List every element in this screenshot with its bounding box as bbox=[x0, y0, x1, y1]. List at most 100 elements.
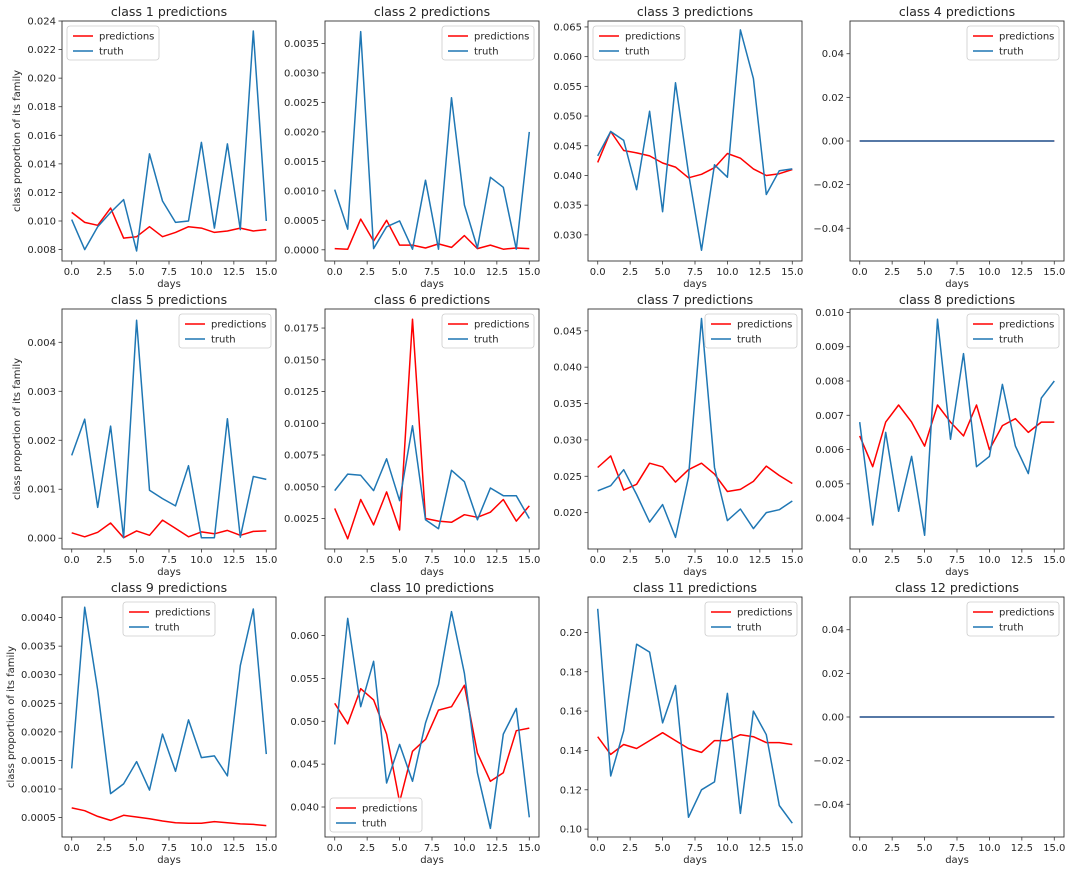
data-point-truth bbox=[477, 519, 478, 520]
data-point-predictions bbox=[950, 422, 951, 423]
data-point-predictions bbox=[425, 739, 426, 740]
data-point-truth bbox=[516, 495, 517, 496]
y-tick-label: 0.050 bbox=[553, 112, 582, 123]
axes-frame bbox=[587, 20, 803, 262]
data-point-truth bbox=[1041, 398, 1042, 399]
axes-frame bbox=[324, 308, 540, 550]
x-tick-label: 7.5 bbox=[687, 267, 703, 278]
data-point-truth bbox=[649, 652, 650, 653]
data-point-predictions bbox=[885, 422, 886, 423]
data-point-predictions bbox=[347, 249, 348, 250]
data-point-truth bbox=[97, 226, 98, 227]
data-point-truth bbox=[740, 813, 741, 814]
x-axis-label: days bbox=[157, 567, 181, 578]
data-point-truth bbox=[149, 490, 150, 491]
data-point-predictions bbox=[662, 732, 663, 733]
series-line-predictions bbox=[597, 731, 793, 756]
data-point-truth bbox=[451, 611, 452, 612]
data-point-truth bbox=[136, 320, 137, 321]
y-tick-label: 0.040 bbox=[553, 171, 582, 182]
data-point-truth bbox=[859, 140, 860, 141]
x-axis-label: days bbox=[157, 279, 181, 290]
data-point-predictions bbox=[253, 824, 254, 825]
data-point-truth bbox=[610, 131, 611, 132]
data-point-predictions bbox=[898, 404, 899, 405]
data-point-truth bbox=[675, 685, 676, 686]
data-point-truth bbox=[779, 805, 780, 806]
data-point-truth bbox=[188, 719, 189, 720]
data-point-truth bbox=[911, 140, 912, 141]
data-point-predictions bbox=[334, 508, 335, 509]
data-point-predictions bbox=[373, 699, 374, 700]
data-point-predictions bbox=[253, 230, 254, 231]
x-tick-label: 5.0 bbox=[392, 555, 408, 566]
data-point-truth bbox=[412, 249, 413, 250]
y-tick-label: 0.012 bbox=[27, 188, 56, 199]
y-tick-label: 0.030 bbox=[553, 230, 582, 241]
subplot-8: class 8 predictions 0.0 2.5 5.0 7.5 10.0 12.5 1… bbox=[815, 292, 1065, 578]
data-point-truth bbox=[214, 537, 215, 538]
data-point-truth bbox=[989, 716, 990, 717]
data-point-predictions bbox=[753, 481, 754, 482]
data-point-truth bbox=[347, 229, 348, 230]
x-tick-label: 0.0 bbox=[590, 843, 606, 854]
data-point-truth bbox=[792, 168, 793, 169]
data-point-truth bbox=[623, 469, 624, 470]
data-point-truth bbox=[636, 644, 637, 645]
data-point-predictions bbox=[347, 723, 348, 724]
data-point-truth bbox=[71, 455, 72, 456]
y-tick-label: 0.0030 bbox=[21, 670, 56, 681]
data-point-truth bbox=[334, 744, 335, 745]
x-tick-label: 12.5 bbox=[223, 267, 245, 278]
x-tick-label: 5.0 bbox=[129, 555, 145, 566]
y-tick-label: 0.0005 bbox=[21, 813, 56, 824]
data-point-predictions bbox=[438, 521, 439, 522]
data-point-truth bbox=[253, 476, 254, 477]
x-tick-label: 7.5 bbox=[161, 843, 177, 854]
data-point-truth bbox=[662, 722, 663, 723]
data-point-predictions bbox=[937, 404, 938, 405]
x-axis-label: days bbox=[157, 855, 181, 866]
data-point-truth bbox=[162, 498, 163, 499]
data-point-predictions bbox=[753, 168, 754, 169]
data-point-truth bbox=[1028, 473, 1029, 474]
data-point-truth bbox=[740, 508, 741, 509]
x-tick-label: 2.5 bbox=[884, 843, 900, 854]
x-tick-label: 15.0 bbox=[1043, 843, 1065, 854]
data-point-truth bbox=[360, 31, 361, 32]
data-point-truth bbox=[898, 716, 899, 717]
data-point-predictions bbox=[766, 466, 767, 467]
data-point-truth bbox=[623, 730, 624, 731]
data-point-predictions bbox=[872, 466, 873, 467]
data-point-predictions bbox=[386, 220, 387, 221]
x-tick-label: 2.5 bbox=[884, 267, 900, 278]
data-point-truth bbox=[84, 249, 85, 250]
y-tick-label: 0.0000 bbox=[284, 245, 319, 256]
data-point-predictions bbox=[740, 158, 741, 159]
x-axis-label: days bbox=[945, 855, 969, 866]
data-point-truth bbox=[123, 783, 124, 784]
y-tick-label: 0.060 bbox=[290, 631, 319, 642]
data-point-truth bbox=[438, 249, 439, 250]
data-point-truth bbox=[1015, 446, 1016, 447]
y-axis-label: class proportion of its family bbox=[12, 358, 23, 500]
data-point-truth bbox=[597, 608, 598, 609]
data-point-truth bbox=[503, 734, 504, 735]
y-tick-label: 0.002 bbox=[27, 436, 56, 447]
x-tick-label: 2.5 bbox=[359, 555, 375, 566]
data-point-predictions bbox=[253, 531, 254, 532]
data-point-truth bbox=[175, 505, 176, 506]
data-point-truth bbox=[714, 781, 715, 782]
data-point-predictions bbox=[162, 820, 163, 821]
data-point-predictions bbox=[675, 167, 676, 168]
series-line-predictions bbox=[597, 130, 793, 179]
y-tick-label: 0.006 bbox=[815, 445, 844, 456]
data-point-predictions bbox=[714, 740, 715, 741]
data-point-truth bbox=[597, 490, 598, 491]
data-point-truth bbox=[386, 226, 387, 227]
data-point-predictions bbox=[490, 512, 491, 513]
x-tick-label: 5.0 bbox=[655, 555, 671, 566]
data-point-truth bbox=[227, 418, 228, 419]
data-point-predictions bbox=[227, 530, 228, 531]
data-point-predictions bbox=[360, 219, 361, 220]
